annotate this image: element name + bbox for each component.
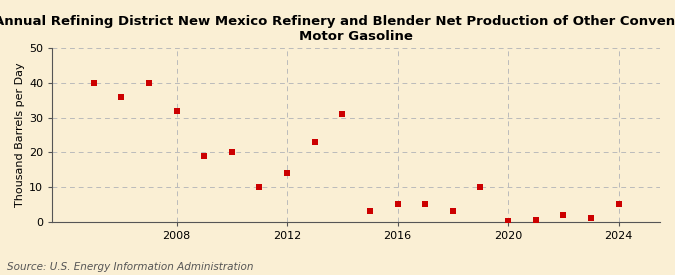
Point	[226, 150, 237, 155]
Point	[475, 185, 486, 189]
Point	[585, 216, 596, 221]
Point	[171, 109, 182, 113]
Y-axis label: Thousand Barrels per Day: Thousand Barrels per Day	[15, 63, 25, 207]
Point	[392, 202, 403, 207]
Point	[613, 202, 624, 207]
Point	[254, 185, 265, 189]
Title: Annual Refining District New Mexico Refinery and Blender Net Production of Other: Annual Refining District New Mexico Refi…	[0, 15, 675, 43]
Point	[531, 218, 541, 222]
Point	[116, 95, 127, 99]
Point	[309, 140, 320, 144]
Point	[448, 209, 458, 213]
Point	[199, 154, 210, 158]
Point	[503, 218, 514, 223]
Point	[144, 81, 155, 85]
Point	[558, 213, 569, 217]
Point	[88, 81, 99, 85]
Point	[337, 112, 348, 116]
Point	[281, 171, 292, 175]
Point	[420, 202, 431, 207]
Text: Source: U.S. Energy Information Administration: Source: U.S. Energy Information Administ…	[7, 262, 253, 272]
Point	[364, 209, 375, 213]
